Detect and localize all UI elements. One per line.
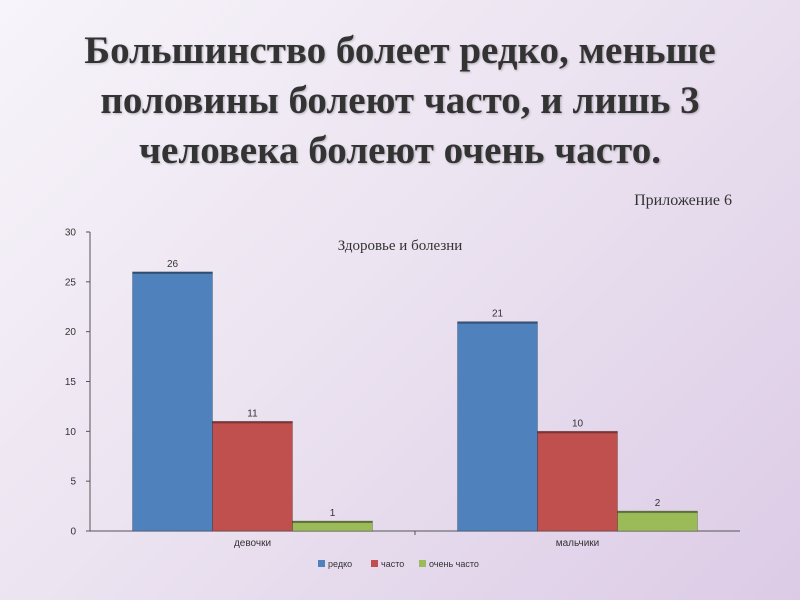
bar-top-edge [617,511,698,514]
y-tick-label: 0 [70,527,76,538]
bar-top-edge [212,421,293,424]
slide-heading: Большинство болеет редко, меньше половин… [84,29,716,172]
bar-value-label: 1 [330,508,336,519]
y-tick-label: 20 [65,327,77,338]
bar-value-label: 2 [655,498,661,509]
bar-value-label: 10 [572,418,584,429]
bar-value-label: 11 [247,408,258,419]
x-axis: девочки мальчики [90,530,740,549]
y-tick-label: 15 [65,377,77,388]
legend-label: очень часто [429,559,479,569]
bar [292,520,373,532]
bar-top-edge [292,521,373,524]
x-category-label: девочки [234,538,271,549]
legend-swatch [419,560,426,567]
chart-title: Здоровье и болезни [338,238,463,254]
legend: редко часто очень часто [318,559,479,569]
y-tick-label: 10 [65,427,77,438]
bar-value-label: 26 [167,259,179,270]
bar [537,430,618,532]
bar-value-label: 21 [492,309,504,320]
bar-top-edge [457,321,538,324]
bar [132,271,213,532]
y-tick-label: 25 [65,277,77,288]
bar [212,420,293,532]
bar-top-edge [537,431,618,434]
y-tick-label: 30 [65,228,77,239]
legend-label: редко [328,559,352,569]
bar [617,510,698,532]
x-category-label: мальчики [556,538,600,549]
y-axis: 0 5 10 15 20 25 30 [65,228,91,538]
legend-label: часто [381,559,404,569]
y-tick-label: 5 [70,477,76,488]
legend-swatch [371,560,378,567]
bar [457,321,538,532]
appendix-label: Приложение 6 [634,192,732,209]
legend-swatch [318,560,325,567]
bar-top-edge [132,271,213,274]
